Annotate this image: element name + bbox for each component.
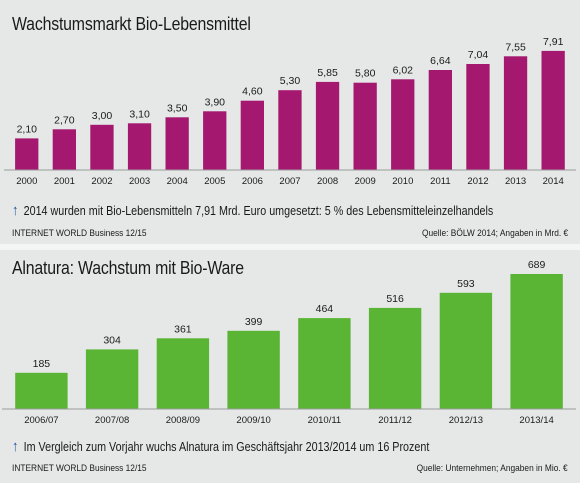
- bar-value-label: 3,90: [205, 96, 226, 108]
- x-tick-label: 2004: [167, 176, 188, 187]
- x-tick-label: 2014: [543, 176, 564, 187]
- x-tick-label: 2009/10: [236, 415, 270, 426]
- bar-2006: [240, 100, 264, 170]
- bar-2013: [503, 56, 528, 170]
- bar-2012: [466, 64, 490, 170]
- bar-2001: [52, 129, 76, 170]
- bar-value-label: 7,04: [468, 49, 489, 61]
- x-tick-label: 2006/07: [24, 415, 58, 426]
- x-tick-label: 2006: [242, 176, 263, 187]
- bar-2002: [90, 124, 114, 170]
- bar-2013/14: [510, 274, 563, 409]
- bar-2006/07: [15, 372, 68, 410]
- bar-value-label: 593: [457, 278, 475, 290]
- x-tick-label: 2000: [16, 176, 37, 187]
- x-tick-label: 2010: [392, 176, 413, 187]
- bar-value-label: 5,85: [317, 67, 338, 79]
- bar-value-label: 399: [245, 316, 263, 328]
- x-tick-label: 2007: [279, 176, 300, 187]
- chart-note: ↑ Im Vergleich zum Vorjahr wuchs Alnatura…: [12, 438, 429, 455]
- bar-2012/13: [439, 292, 493, 409]
- x-tick-label: 2002: [91, 176, 112, 187]
- bar-2004: [165, 117, 189, 170]
- panel-divider: [0, 244, 580, 250]
- bar-value-label: 5,80: [355, 68, 376, 80]
- bar-value-label: 516: [386, 293, 404, 305]
- x-tick-label: 2009: [355, 176, 376, 187]
- chart-title: Alnatura: Wachstum mit Bio-Ware: [12, 258, 244, 278]
- x-tick-label: 2001: [54, 176, 75, 187]
- bar-2008: [315, 81, 340, 170]
- source-right: Quelle: Unternehmen; Angaben in Mio. €: [416, 463, 568, 474]
- x-tick-label: 2011: [430, 176, 450, 187]
- source-left: INTERNET WORLD Business 12/15: [12, 228, 147, 239]
- bar-value-label: 3,50: [167, 102, 188, 114]
- bar-2011: [428, 70, 452, 170]
- x-tick-label: 2011/12: [378, 415, 412, 426]
- x-tick-label: 2010/11: [308, 415, 342, 426]
- bar-value-label: 2,10: [17, 123, 38, 135]
- bar-value-label: 7,91: [543, 36, 564, 48]
- bar-chart-alnatura: 185 2006/07 304 2007/08 361 2008/09 399 2009/10…: [2, 259, 576, 426]
- x-tick-label: 2008/09: [166, 415, 200, 426]
- bar-2008/09: [156, 338, 210, 409]
- note-text: 2014 wurden mit Bio-Lebensmitteln 7,91 M…: [23, 204, 494, 218]
- bar-value-label: 689: [528, 259, 546, 271]
- bar-chart-bio-lebensmittel: 2,10 2000 2,70 2001 3,00 2002 3,10 2003 3,50 2004…: [4, 36, 576, 187]
- bar-value-label: 6,02: [393, 64, 414, 76]
- bar-2010: [391, 79, 415, 170]
- bar-2014: [541, 50, 565, 170]
- chart-title: Wachstumsmarkt Bio-Lebensmittel: [12, 14, 251, 34]
- x-tick-label: 2013: [505, 176, 526, 187]
- chart-panel-bio-lebensmittel: Wachstumsmarkt Bio-Lebensmittel 2,10 2000…: [4, 14, 576, 239]
- bar-2011/12: [368, 307, 422, 409]
- x-tick-label: 2007/08: [95, 415, 129, 426]
- bar-2007/08: [85, 349, 139, 409]
- note-text: Im Vergleich zum Vorjahr wuchs Alnatura …: [23, 440, 430, 454]
- x-tick-label: 2005: [204, 176, 225, 187]
- bar-value-label: 7,55: [505, 41, 526, 53]
- source-right: Quelle: BÖLW 2014; Angaben in Mrd. €: [421, 228, 568, 239]
- x-tick-label: 2003: [129, 176, 150, 187]
- arrow-up-icon: ↑: [12, 202, 19, 219]
- bar-2010/11: [298, 318, 351, 409]
- bar-value-label: 5,30: [280, 75, 301, 87]
- bar-2009/10: [227, 330, 280, 409]
- bar-value-label: 6,64: [430, 55, 451, 67]
- bar-2003: [127, 123, 152, 170]
- chart-panel-alnatura: Alnatura: Wachstum mit Bio-Ware 185 2006/…: [0, 250, 580, 483]
- bar-2005: [203, 111, 227, 170]
- bar-value-label: 4,60: [242, 86, 263, 98]
- x-tick-label: 2008: [317, 176, 338, 187]
- bar-2000: [15, 138, 39, 170]
- bar-value-label: 304: [103, 334, 121, 346]
- bar-2007: [278, 90, 302, 170]
- source-left: INTERNET WORLD Business 12/15: [12, 463, 147, 474]
- bar-value-label: 464: [316, 303, 334, 315]
- bar-2009: [353, 82, 377, 170]
- bar-value-label: 2,70: [54, 114, 75, 126]
- arrow-up-icon: ↑: [12, 438, 19, 455]
- bar-value-label: 185: [33, 358, 51, 370]
- x-tick-label: 2012/13: [449, 415, 483, 426]
- chart-note: ↑ 2014 wurden mit Bio-Lebensmitteln 7,91 …: [12, 202, 493, 219]
- bar-value-label: 3,10: [129, 108, 150, 120]
- bar-value-label: 361: [174, 323, 192, 335]
- x-tick-label: 2012: [467, 176, 488, 187]
- x-tick-label: 2013/14: [519, 415, 553, 426]
- bar-value-label: 3,00: [92, 110, 113, 122]
